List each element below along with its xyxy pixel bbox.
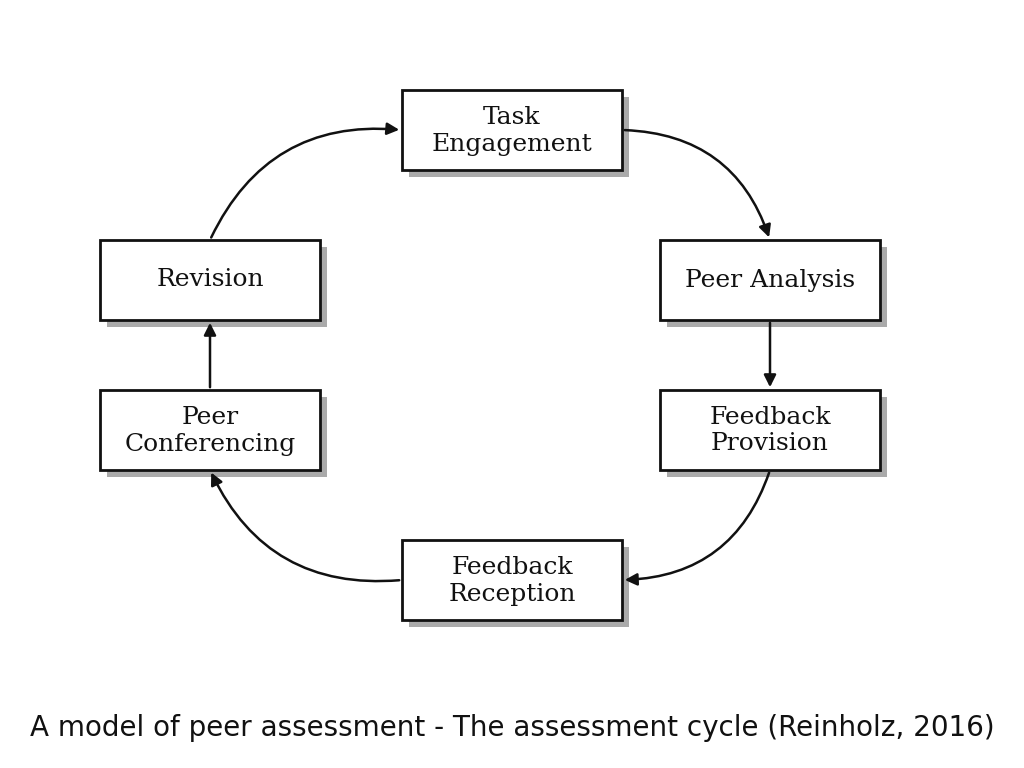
FancyBboxPatch shape <box>106 397 327 477</box>
FancyArrowPatch shape <box>628 472 769 584</box>
FancyArrowPatch shape <box>625 130 770 235</box>
Text: Task: Task <box>483 107 541 130</box>
Text: Peer: Peer <box>181 406 239 429</box>
Text: Feedback: Feedback <box>452 557 572 580</box>
FancyBboxPatch shape <box>667 397 887 477</box>
Text: Engagement: Engagement <box>432 133 592 155</box>
FancyArrowPatch shape <box>212 475 399 581</box>
Text: Reception: Reception <box>449 582 575 605</box>
Text: Conferencing: Conferencing <box>124 432 296 455</box>
Text: Feedback: Feedback <box>710 406 830 429</box>
FancyArrowPatch shape <box>205 326 215 387</box>
FancyBboxPatch shape <box>402 540 622 620</box>
FancyArrowPatch shape <box>765 323 775 385</box>
FancyBboxPatch shape <box>100 390 319 470</box>
Text: Peer Analysis: Peer Analysis <box>685 269 855 292</box>
Text: A model of peer assessment - The assessment cycle (Reinholz, 2016): A model of peer assessment - The assessm… <box>30 714 994 742</box>
FancyBboxPatch shape <box>402 90 622 170</box>
Text: Provision: Provision <box>711 432 829 455</box>
FancyArrowPatch shape <box>211 124 396 237</box>
FancyBboxPatch shape <box>667 247 887 327</box>
FancyBboxPatch shape <box>409 547 629 627</box>
FancyBboxPatch shape <box>409 97 629 177</box>
FancyBboxPatch shape <box>100 240 319 320</box>
FancyBboxPatch shape <box>660 240 880 320</box>
FancyBboxPatch shape <box>660 390 880 470</box>
FancyBboxPatch shape <box>106 247 327 327</box>
Text: Revision: Revision <box>157 269 264 292</box>
